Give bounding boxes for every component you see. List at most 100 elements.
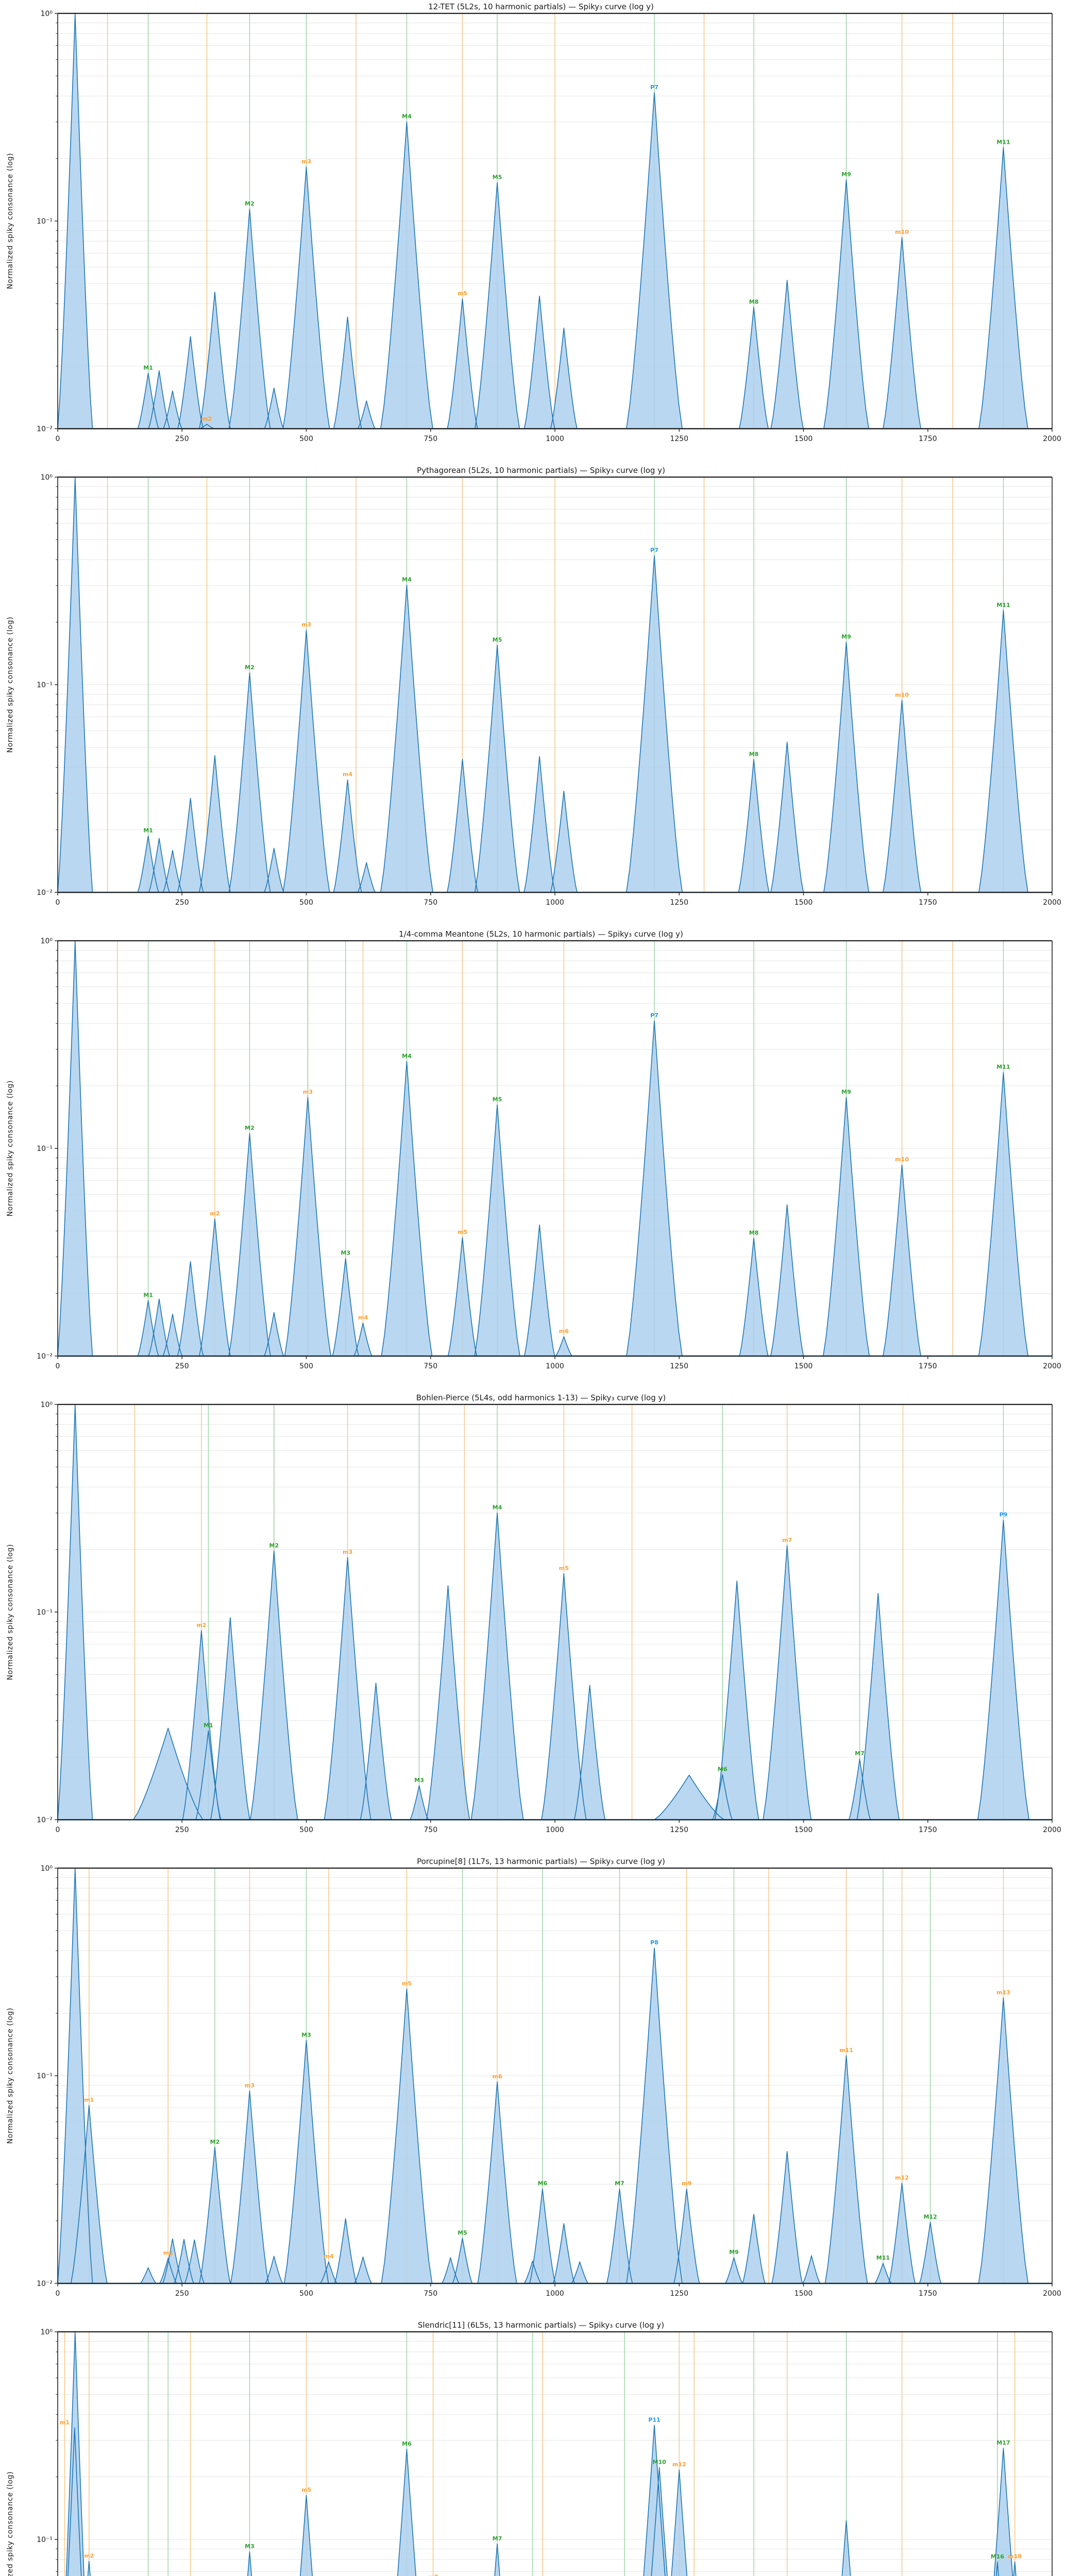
- x-tick-label: 0: [56, 1826, 60, 1834]
- peak-label: M2: [245, 1125, 255, 1131]
- peak-label: P7: [650, 84, 658, 91]
- peak-label: m5: [559, 1565, 569, 1572]
- x-tick-label: 0: [56, 899, 60, 907]
- peak-label: M10: [653, 2459, 667, 2465]
- y-tick-label: 10⁻²: [37, 1352, 53, 1361]
- peak-label: M2: [245, 664, 255, 671]
- peak-label: M11: [996, 602, 1010, 608]
- x-tick-label: 1250: [670, 899, 688, 907]
- peak-label: m10: [895, 1156, 909, 1163]
- peak-label: M2: [210, 2139, 220, 2145]
- y-tick-label: 10⁻¹: [37, 2072, 53, 2080]
- x-tick-label: 750: [424, 1826, 437, 1834]
- peak-label: M7: [493, 2535, 502, 2542]
- peak-label: m5: [458, 1229, 467, 1235]
- y-tick-label: 10⁰: [41, 473, 53, 482]
- peak-label: M5: [493, 174, 502, 181]
- x-axis-ticks: 0 250 500 750 1000 1250 1500 1750 2000: [56, 1820, 1061, 1834]
- x-tick-label: 1750: [919, 435, 937, 443]
- plot-area: [58, 2332, 1052, 2576]
- peak-label: M6: [538, 2180, 548, 2187]
- y-tick-label: 10⁰: [41, 937, 53, 945]
- peak-label: m11: [839, 2047, 853, 2054]
- x-tick-label: 250: [175, 899, 189, 907]
- peak-label: m13: [996, 1989, 1010, 1996]
- y-tick-label: 10⁰: [41, 1401, 53, 1409]
- peak-label: P8: [650, 1939, 658, 1946]
- chart-title: 12-TET (5L2s, 10 harmonic partials) — Sp…: [428, 2, 654, 11]
- x-tick-label: 1750: [919, 1362, 937, 1370]
- chart-svg: 1/4-comma Meantone (5L2s, 10 harmonic pa…: [6, 929, 1061, 1370]
- peak-label: m2: [84, 2553, 94, 2560]
- peak-label: M6: [718, 1766, 728, 1772]
- y-tick-label: 10⁻¹: [37, 217, 53, 226]
- peak-label: M11: [876, 2255, 890, 2261]
- x-tick-label: 1750: [919, 899, 937, 907]
- peak-label: m2: [210, 1210, 219, 1217]
- x-axis-ticks: 0 250 500 750 1000 1250 1500 1750 2000: [56, 2283, 1061, 2298]
- peak-label: m6: [492, 2073, 502, 2080]
- peak-label: M1: [143, 1292, 153, 1298]
- x-tick-label: 1750: [919, 1826, 937, 1834]
- peak-labels: M1 m2 M2 m3 M3 m4 M4 m5 M5 m6 P7 M8 M9 m10 M11: [143, 1012, 1010, 1335]
- chart-svg: Pythagorean (5L2s, 10 harmonic partials)…: [6, 466, 1061, 907]
- y-axis-label: Normalized spiky consonance (log): [6, 1080, 14, 1216]
- chart-title: Porcupine[8] (1L7s, 13 harmonic partials…: [417, 1857, 665, 1866]
- x-axis-ticks: 0 250 500 750 1000 1250 1500 1750 2000: [56, 892, 1061, 907]
- x-tick-label: 1250: [670, 2290, 688, 2298]
- y-axis-label: Normalized spiky consonance (log): [6, 2008, 14, 2144]
- x-tick-label: 1000: [546, 899, 564, 907]
- chart-title: 1/4-comma Meantone (5L2s, 10 harmonic pa…: [399, 929, 683, 939]
- peak-label: M7: [855, 1750, 865, 1757]
- peak-label: m2: [202, 415, 212, 422]
- x-tick-label: 1250: [670, 1826, 688, 1834]
- peak-label: M5: [493, 636, 502, 643]
- y-tick-label: 10⁻¹: [37, 1608, 53, 1617]
- peak-label: M11: [996, 1064, 1010, 1071]
- peak-label: m2: [196, 1622, 206, 1629]
- x-tick-label: 1000: [546, 435, 564, 443]
- peak-label: M4: [402, 577, 412, 583]
- peak-label: m7: [428, 2574, 438, 2576]
- peak-label: m18: [1008, 2553, 1022, 2560]
- peak-label: M4: [493, 1504, 502, 1511]
- peak-label: M5: [493, 1096, 502, 1103]
- peak-label: m4: [324, 2253, 333, 2260]
- peak-label: m2: [163, 2249, 173, 2256]
- peak-labels: m1m2M1M2m3M3m5M5M6m7M7M8m9M9P11M10m12m13…: [60, 2416, 1022, 2576]
- peak-label: M9: [841, 1089, 851, 1095]
- peak-label: P9: [1000, 1512, 1008, 1518]
- x-tick-label: 750: [424, 435, 437, 443]
- y-tick-label: 10⁻²: [37, 889, 53, 897]
- peak-label: m12: [672, 2461, 686, 2468]
- x-tick-label: 750: [424, 2290, 437, 2298]
- x-tick-label: 250: [175, 435, 189, 443]
- y-axis-label: Normalized spiky consonance (log): [6, 1544, 14, 1680]
- peak-label: M3: [414, 1777, 424, 1784]
- peak-label: m5: [458, 290, 467, 297]
- peak-label: P7: [650, 547, 658, 554]
- peak-label: m4: [343, 771, 352, 778]
- peak-label: M9: [729, 2249, 739, 2256]
- x-tick-label: 750: [424, 899, 437, 907]
- horizontal-gridlines: [58, 1868, 1052, 2284]
- peak-label: m10: [895, 691, 909, 698]
- peak-label: M9: [841, 634, 851, 640]
- peak-label: m5: [402, 1980, 412, 1987]
- x-tick-label: 0: [56, 2290, 60, 2298]
- chart-svg: Porcupine[8] (1L7s, 13 harmonic partials…: [6, 1857, 1061, 2298]
- peak-labels: m1 m2 M2 m3 M3 m4 m5 M5 m6 M6 P8 M7 m9 M9 m11 M11 m12 M12…: [84, 1939, 1010, 2261]
- chart-title: Pythagorean (5L2s, 10 harmonic partials)…: [417, 466, 665, 475]
- peak-label: M8: [749, 299, 759, 306]
- peak-label: M3: [341, 1250, 350, 1257]
- chart-panel: Pythagorean (5L2s, 10 harmonic partials)…: [0, 464, 1082, 927]
- x-tick-label: 1000: [546, 1826, 564, 1834]
- chart-panel: 12-TET (5L2s, 10 harmonic partials) — Sp…: [0, 0, 1082, 464]
- peak-label: M8: [749, 751, 759, 757]
- x-tick-label: 250: [175, 2290, 189, 2298]
- x-axis-ticks: 0 250 500 750 1000 1250 1500 1750 2000: [56, 429, 1061, 443]
- x-axis-ticks: 0 250 500 750 1000 1250 1500 1750 2000: [56, 1356, 1061, 1370]
